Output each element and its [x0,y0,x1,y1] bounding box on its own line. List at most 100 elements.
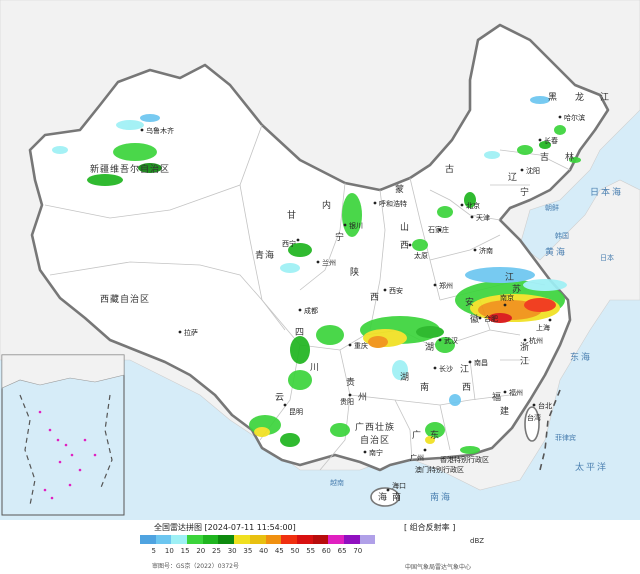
city-label: 重庆 [354,341,368,350]
legend-color-cell [265,535,282,544]
legend-color-cell [249,535,266,544]
data-credit: 中国气象局雷达气象中心 [405,564,472,571]
city-label: 杭州 [529,336,543,345]
map-label: 吉 [540,152,550,163]
sea-label: 黄海 [545,246,567,258]
city-label: 贵阳 [340,397,354,406]
city-label: 台北 [538,401,552,410]
map-label: 贵 [346,376,356,388]
maritime-boundary [539,389,561,471]
legend-tick-label: 40 [259,547,269,555]
map-label: 甘 [287,209,297,221]
legend-tick-label: 35 [243,547,253,555]
city-label: 西安 [389,286,403,295]
map-label: 湖 [425,342,435,353]
country-label: 韩国 [555,231,569,240]
legend-timestamp: [2024-07-11 11:54:00] [204,523,296,532]
china-land [28,23,610,472]
legend-tick-label: 55 [306,547,316,555]
city-label: 银川 [349,221,363,230]
country-label: 朝鲜 [545,203,559,212]
legend-color-cell [343,535,360,544]
city-label: 昆明 [289,408,303,416]
map-label: 龙 [575,91,585,103]
south-china-sea-inset [1,354,125,516]
city-label: 成都 [304,306,318,315]
city-label: 长沙 [439,364,453,373]
sea-label: 太平洋 [575,461,608,473]
legend-color-cell [296,535,313,544]
map-label: 广西壮族 [355,421,395,433]
map-label: 四 [295,328,305,338]
legend-color-cell [202,535,219,544]
legend-color-cell [312,535,329,544]
map-label: 新疆维吾尔自治区 [90,163,170,175]
map-label: 东 [430,429,440,441]
city-label: 哈尔滨 [564,113,585,122]
map-label: 苏 [512,283,522,295]
city-label: 北京 [466,201,480,210]
sea-label: 日本海 [590,186,623,198]
city-label: 济南 [479,246,493,255]
city-label: 拉萨 [184,328,198,337]
city-label: 石家庄 [428,225,449,234]
country-label: 越南 [330,478,344,487]
legend-tick-label: 10 [164,547,174,555]
map-label: 内 [322,199,332,211]
taiwan-island [524,406,540,442]
map-label: 古 [445,163,455,175]
hainan-island [370,487,400,507]
city-label: 广州 [410,453,424,462]
map-label: 云 [275,393,285,403]
legend-color-cell [187,535,203,544]
city-label: 南京 [500,293,514,302]
sea-label: 东海 [570,351,592,363]
legend-tick-label: 70 [353,547,363,555]
map-label: 台湾 [527,413,541,422]
legend-tick-label: 65 [337,547,347,555]
legend-color-cell [155,535,172,544]
legend-title: 全国雷达拼图 [2024-07-11 11:54:00] [154,522,296,533]
map-approval-number: 审图号：GS京（2022）0372号 [152,563,239,570]
city-label: 上海 [536,323,550,332]
legend-tick-label: 30 [227,547,237,555]
city-label: 南昌 [474,358,488,367]
map-label: 自治区 [360,434,390,446]
map-label: 南 [392,491,402,503]
province-labels: 新疆维吾尔自治区 西藏自治区 青海 内 蒙 古 黑 龙 江 吉 林 辽 宁 甘 … [90,91,609,503]
map-label: 建 [500,405,510,417]
city-label: 南宁 [369,448,383,457]
city-label: 澳门特别行政区 [415,465,464,474]
city-label: 兰州 [322,258,336,267]
map-label: 湖 [400,372,410,383]
legend-tick-label: 50 [290,547,300,555]
map-label: 川 [310,363,320,373]
city-label: 太原 [414,251,428,260]
map-label: 黑 [548,92,558,103]
legend-tick-label: 20 [196,547,206,555]
legend-tick-label: 5 [151,547,156,555]
city-label: 长春 [544,136,558,145]
map-label: 江 [520,356,530,367]
city-label: 西宁 [282,239,296,248]
map-label: 福 [492,391,502,403]
city-label: 郑州 [439,282,453,290]
map-label: 广 [412,429,422,441]
city-label: 福州 [509,388,523,397]
map-label: 辽 [508,172,518,183]
map-label: 浙 [520,341,530,353]
legend-tick-label: 60 [321,547,331,555]
legend-color-cell [328,535,344,544]
legend-color-cell [171,535,188,544]
map-label: 江 [505,272,515,283]
city-label: 沈阳 [526,166,540,175]
city-labels: 乌鲁木齐 哈尔滨 长春 沈阳 呼和浩特 北京 天津 石家庄 太原 济南 西宁 兰… [140,113,585,492]
map-label: 蒙 [395,183,405,195]
map-label: 林 [565,151,575,163]
legend-color-cell [359,535,376,544]
map-label: 青海 [255,249,275,261]
city-label: 香港特别行政区 [440,455,489,464]
map-label: 陕 [350,266,360,278]
legend-color-cell [140,535,156,544]
